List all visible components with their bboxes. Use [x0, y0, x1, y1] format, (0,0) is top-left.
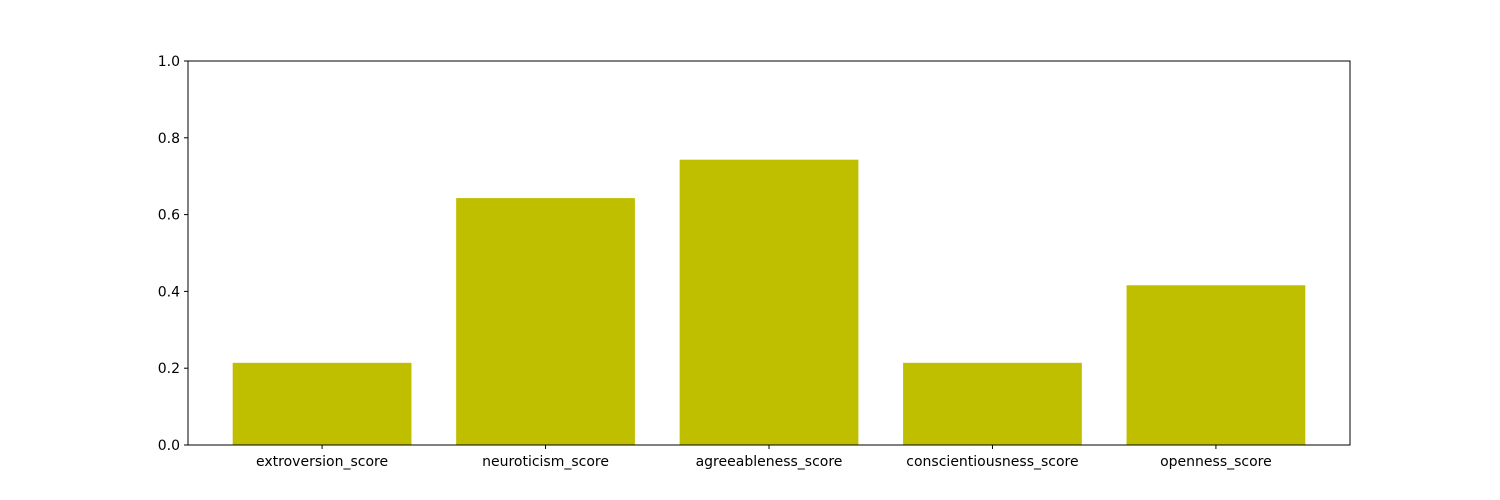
- y-axis: 0.0 0.2 0.4 0.6 0.8 1.0: [158, 54, 188, 454]
- x-tick-label: openness_score: [1160, 454, 1272, 470]
- y-tick-label: 0.6: [158, 208, 180, 224]
- x-tick-label: neuroticism_score: [482, 454, 609, 470]
- y-tick-label: 0.2: [158, 361, 180, 377]
- y-tick-label: 0.4: [158, 284, 180, 300]
- y-tick-label: 0.8: [158, 131, 180, 147]
- y-tick-label: 1.0: [158, 54, 180, 70]
- y-tick-label: 0.0: [158, 438, 180, 454]
- bar-extroversion_score: [232, 362, 412, 445]
- x-tick-label: agreeableness_score: [696, 454, 843, 470]
- bar-conscientiousness_score: [903, 362, 1082, 445]
- x-tick-label: extroversion_score: [256, 454, 388, 470]
- bar-agreeableness_score: [679, 159, 859, 445]
- x-tick-label: conscientiousness_score: [906, 454, 1078, 470]
- bar-openness_score: [1126, 285, 1306, 445]
- bars-group: [232, 159, 1306, 445]
- bar-neuroticism_score: [456, 198, 635, 445]
- plot-frame: [187, 60, 1351, 446]
- x-axis: extroversion_score neuroticism_score agree…: [256, 445, 1272, 470]
